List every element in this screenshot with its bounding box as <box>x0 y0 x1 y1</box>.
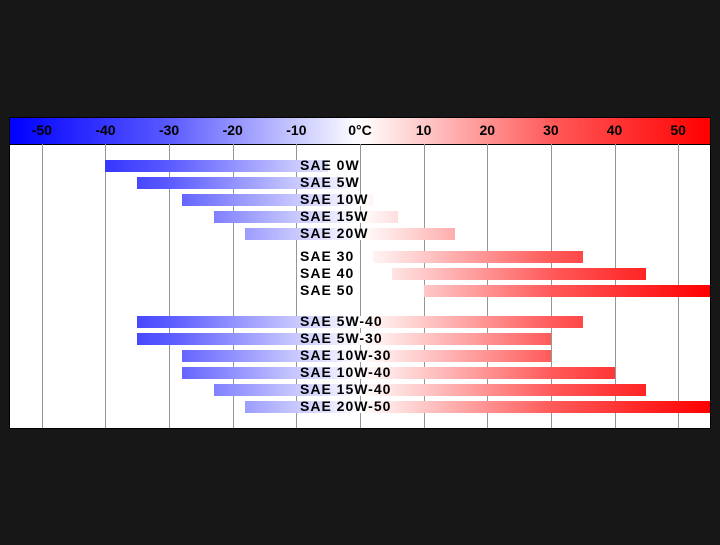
sae-range-row: SAE 20W-50 <box>10 401 710 413</box>
sae-range-bar <box>373 251 583 263</box>
sae-range-row: SAE 20W <box>10 228 710 240</box>
sae-label: SAE 20W <box>300 225 368 241</box>
sae-label: SAE 5W <box>300 174 360 190</box>
sae-label: SAE 10W-40 <box>300 364 391 380</box>
sae-label: SAE 5W-40 <box>300 313 383 329</box>
sae-range-bar <box>214 384 647 396</box>
sae-range-row: SAE 5W-30 <box>10 333 710 345</box>
sae-range-row: SAE 30 <box>10 251 710 263</box>
page-outer: -50-40-30-20-100°C1020304050 SAE 0WSAE 5… <box>0 0 720 545</box>
sae-viscosity-chart: -50-40-30-20-100°C1020304050 SAE 0WSAE 5… <box>9 117 711 429</box>
sae-range-row: SAE 10W <box>10 194 710 206</box>
sae-range-row: SAE 40 <box>10 268 710 280</box>
sae-label: SAE 10W-30 <box>300 347 391 363</box>
sae-range-row: SAE 5W <box>10 177 710 189</box>
sae-label: SAE 50 <box>300 282 354 298</box>
sae-range-row: SAE 10W-30 <box>10 350 710 362</box>
sae-range-bar <box>105 160 328 172</box>
sae-label: SAE 0W <box>300 157 360 173</box>
sae-label: SAE 20W-50 <box>300 398 391 414</box>
sae-range-bar <box>424 285 710 297</box>
sae-label: SAE 15W-40 <box>300 381 391 397</box>
sae-label: SAE 15W <box>300 208 368 224</box>
sae-range-row: SAE 10W-40 <box>10 367 710 379</box>
sae-label: SAE 5W-30 <box>300 330 383 346</box>
sae-range-row: SAE 5W-40 <box>10 316 710 328</box>
temperature-scale-bar: -50-40-30-20-100°C1020304050 <box>10 118 710 145</box>
sae-label: SAE 30 <box>300 248 354 264</box>
sae-label: SAE 10W <box>300 191 368 207</box>
sae-range-bar <box>392 268 647 280</box>
sae-label: SAE 40 <box>300 265 354 281</box>
sae-range-bar <box>182 367 615 379</box>
sae-range-row: SAE 15W-40 <box>10 384 710 396</box>
sae-range-row: SAE 15W <box>10 211 710 223</box>
sae-range-row: SAE 0W <box>10 160 710 172</box>
sae-range-row: SAE 50 <box>10 285 710 297</box>
